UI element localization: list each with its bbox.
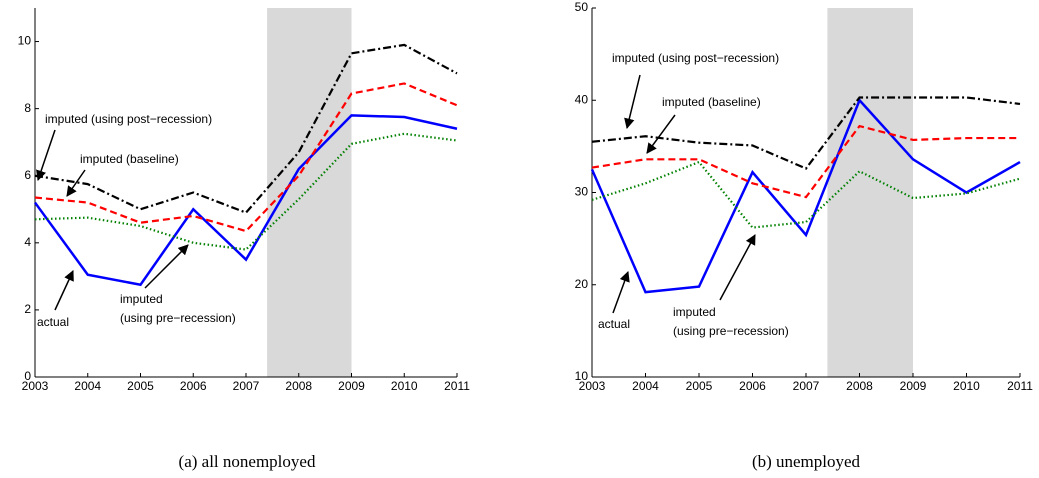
x-tick-label: 2009 [900,379,927,393]
annotation: (using pre−recession) [120,311,236,325]
series-line [33,114,458,287]
x-tick-label: 2003 [579,379,606,393]
x-tick-label: 2006 [739,379,766,393]
series-line [34,132,458,251]
series-line [590,97,1021,294]
x-tick-label: 2006 [180,379,207,393]
y-tick-label: 20 [575,277,589,291]
caption: (b) unemployed [752,452,861,471]
annotation: imputed (using post−recession) [612,51,779,65]
x-tick-label: 2011 [444,379,470,393]
annotation: imputed [673,305,716,319]
x-tick-label: 2008 [846,379,873,393]
annotation-arrow [66,169,86,197]
y-tick-label: 10 [575,369,589,383]
x-tick-label: 2011 [1007,379,1033,393]
annotation: (using pre−recession) [673,324,789,338]
annotation-arrow [36,129,56,181]
annotation: imputed (baseline) [80,152,179,166]
annotation-arrow [612,271,630,314]
y-tick-label: 30 [575,185,589,199]
annotation-arrow [624,74,641,130]
x-tick-label: 2007 [233,379,260,393]
annotation: imputed (baseline) [662,95,761,109]
series-line [591,160,1021,229]
y-tick-label: 10 [18,34,32,48]
y-tick-label: 0 [24,369,31,383]
x-tick-label: 2004 [74,379,101,393]
annotation-arrow [144,244,189,289]
series-line [34,43,458,214]
x-tick-label: 2004 [632,379,659,393]
annotation-arrow [54,270,74,311]
x-tick-label: 2005 [127,379,154,393]
caption: (a) all nonemployed [179,452,316,471]
series-line [591,96,1021,170]
x-tick-label: 2003 [22,379,49,393]
x-tick-label: 2010 [391,379,418,393]
x-tick-label: 2010 [953,379,980,393]
x-tick-label: 2007 [793,379,820,393]
annotation: imputed [120,292,163,306]
recession-shade [827,8,913,377]
annotation: imputed (using post−recession) [45,112,212,126]
x-tick-label: 2008 [285,379,312,393]
y-tick-label: 2 [24,302,31,316]
series-line [591,124,1020,199]
recession-shade [267,8,352,377]
annotation: actual [37,315,69,329]
series-line [34,82,458,233]
y-tick-label: 6 [24,168,31,182]
y-tick-label: 4 [24,235,31,249]
y-tick-label: 8 [24,101,31,115]
annotation-arrow [719,234,756,301]
y-tick-label: 40 [575,92,589,106]
annotation-arrow [646,114,676,154]
x-tick-label: 2009 [338,379,365,393]
y-tick-label: 50 [575,0,589,14]
annotation: actual [598,317,630,331]
x-tick-label: 2005 [686,379,713,393]
